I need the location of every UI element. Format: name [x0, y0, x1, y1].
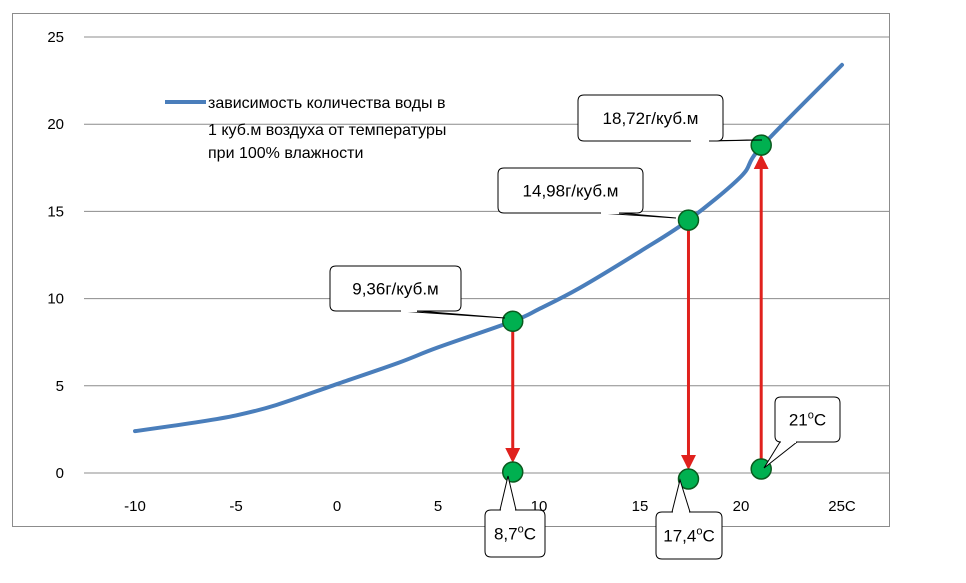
x-tick-label: 25C — [828, 498, 856, 515]
axis-point-marker — [677, 468, 700, 490]
series — [133, 62, 844, 434]
temp-value: 21 — [789, 411, 808, 430]
temp-callout-label: 17,4oС — [663, 526, 715, 546]
arrows — [505, 154, 769, 470]
axis-point-marker — [501, 461, 524, 483]
value-callout-label: 18,72г/куб.м — [603, 109, 699, 128]
curve-point-marker — [750, 134, 772, 156]
temp-callout-label: 21oС — [789, 410, 826, 430]
x-tick-label: 20 — [733, 498, 750, 515]
degree-symbol: o — [808, 410, 814, 422]
x-tick-label: 15 — [632, 498, 649, 515]
value-callout-tail — [399, 310, 506, 319]
legend-line-3: при 100% влажности — [208, 145, 363, 162]
temp-callout — [484, 509, 546, 558]
y-tick-label: 20 — [47, 116, 64, 133]
y-tick-label: 15 — [47, 203, 64, 220]
temp-callout — [774, 396, 841, 443]
temp-value: 8,7 — [494, 525, 518, 544]
legend-line-2: 1 куб.м воздуха от температуры — [208, 122, 446, 139]
callouts: 9,36г/куб.м8,7oС14,98г/куб.м17,4oС18,72г… — [329, 94, 841, 560]
x-tick-label: 5 — [434, 498, 442, 515]
degree-symbol: o — [518, 524, 524, 536]
value-callout-label: 14,98г/куб.м — [523, 182, 619, 201]
temp-callout-label: 8,7oС — [494, 524, 536, 544]
legend: зависимость количества воды в 1 куб.м во… — [165, 95, 446, 162]
y-tick-label: 5 — [56, 378, 64, 395]
series-line-0 — [133, 62, 844, 434]
x-tick-label: -10 — [124, 498, 146, 515]
curve-point-marker — [677, 209, 700, 231]
y-tick-label: 25 — [47, 29, 64, 46]
x-tick-label: -5 — [229, 498, 242, 515]
value-callout — [497, 167, 644, 214]
temp-callout — [655, 511, 723, 560]
legend-line-1: зависимость количества воды в — [208, 95, 446, 112]
temp-unit: С — [702, 527, 714, 546]
value-callout — [577, 94, 724, 142]
temp-unit: С — [524, 525, 536, 544]
x-tick-label: 0 — [333, 498, 341, 515]
y-tick-label: 0 — [56, 465, 64, 482]
y-tick-label: 10 — [47, 291, 64, 308]
degree-symbol: o — [696, 526, 702, 538]
curve-point-marker — [501, 310, 524, 333]
value-callout — [329, 265, 462, 312]
temp-unit: С — [814, 411, 826, 430]
temp-value: 17,4 — [663, 527, 696, 546]
temp-callout-tail — [763, 441, 799, 469]
value-callout-label: 9,36г/куб.м — [352, 280, 438, 299]
